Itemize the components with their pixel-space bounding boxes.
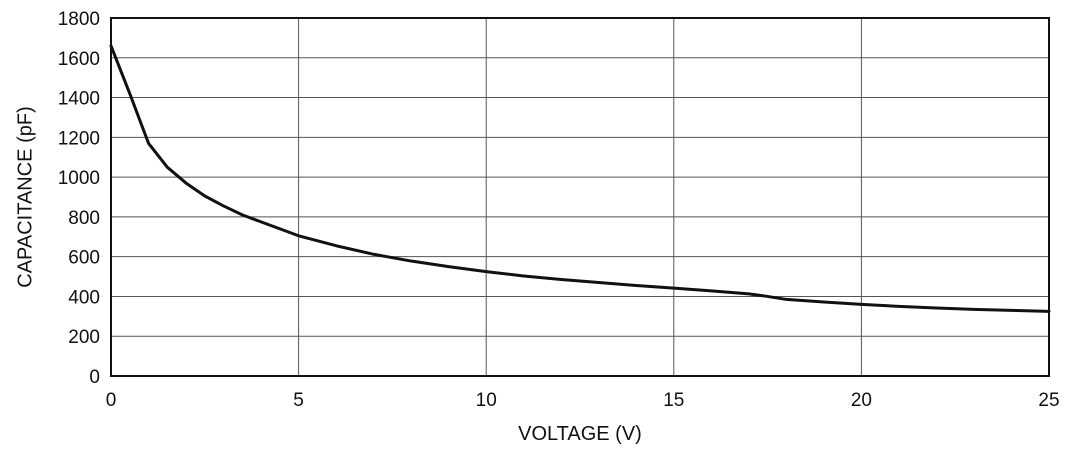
y-tick-label: 1400 [58, 89, 100, 110]
x-tick-label: 25 [1038, 390, 1059, 411]
grid-lines [110, 17, 1050, 377]
x-axis-tick-labels: 0 5 10 15 20 25 [106, 390, 1060, 411]
y-tick-label: 0 [89, 367, 100, 388]
x-tick-label: 5 [293, 390, 304, 411]
y-tick-label: 1000 [58, 168, 100, 189]
y-axis-label: CAPACITANCE (pF) [14, 106, 36, 288]
x-tick-label: 20 [851, 390, 872, 411]
y-tick-label: 1800 [58, 9, 100, 30]
series-line [109, 44, 1051, 313]
y-tick-label: 1600 [58, 49, 100, 70]
x-tick-label: 15 [663, 390, 684, 411]
x-tick-label: 0 [106, 390, 117, 411]
y-tick-label: 600 [68, 248, 100, 269]
y-tick-label: 200 [68, 327, 100, 348]
x-axis-label: VOLTAGE (V) [518, 423, 642, 445]
x-tick-label: 10 [476, 390, 497, 411]
y-tick-label: 400 [68, 287, 100, 308]
y-tick-label: 800 [68, 208, 100, 229]
y-tick-label: 1200 [58, 128, 100, 149]
plot-area-frame [110, 17, 1050, 377]
y-axis-tick-labels: 0 200 400 600 800 1000 1200 1400 1600 1800 [58, 9, 100, 388]
